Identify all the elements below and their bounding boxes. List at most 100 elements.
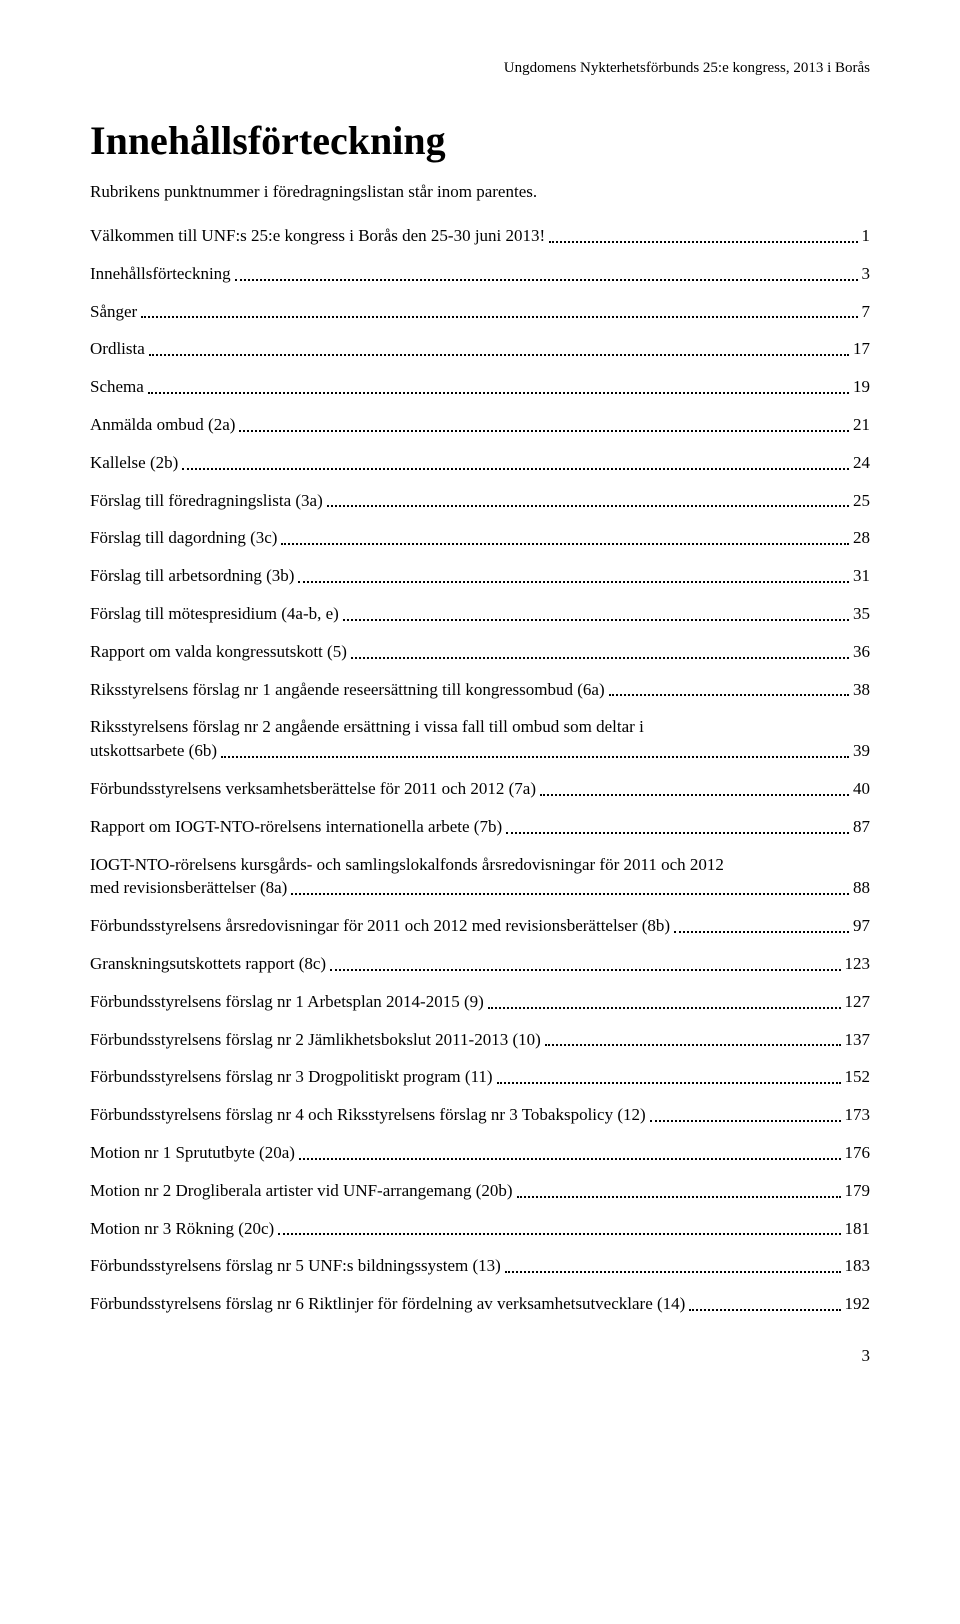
toc-entry: Förslag till dagordning (3c) 28: [90, 526, 870, 550]
toc-leader-dots: [497, 1082, 841, 1084]
toc-entry-text: Förbundsstyrelsens förslag nr 3 Drogpoli…: [90, 1065, 493, 1089]
toc-entry: Förbundsstyrelsens förslag nr 1 Arbetspl…: [90, 990, 870, 1014]
toc-entry-text: Motion nr 1 Sprututbyte (20a): [90, 1141, 295, 1165]
toc-entry-text: Schema: [90, 375, 144, 399]
toc-page-number: 38: [853, 678, 870, 702]
toc-entry-text: Rapport om IOGT-NTO-rörelsens internatio…: [90, 815, 502, 839]
toc-page-number: 88: [853, 876, 870, 900]
toc-entry-text: Sånger: [90, 300, 137, 324]
toc-page-number: 87: [853, 815, 870, 839]
toc-leader-dots: [239, 430, 849, 432]
toc-leader-dots: [517, 1196, 841, 1198]
toc-page-number: 31: [853, 564, 870, 588]
toc-entry-text: utskottsarbete (6b): [90, 739, 217, 763]
toc-page-number: 97: [853, 914, 870, 938]
toc-page-number: 179: [845, 1179, 871, 1203]
toc-leader-dots: [609, 694, 849, 696]
toc-entry: Förbundsstyrelsens förslag nr 6 Riktlinj…: [90, 1292, 870, 1316]
toc-entry: Förslag till mötespresidium (4a-b, e)35: [90, 602, 870, 626]
toc-entry: Granskningsutskottets rapport (8c) 123: [90, 952, 870, 976]
toc-entry: Anmälda ombud (2a) 21: [90, 413, 870, 437]
toc-leader-dots: [689, 1309, 840, 1311]
toc-entry: Rapport om valda kongressutskott (5)36: [90, 640, 870, 664]
toc-page-number: 19: [853, 375, 870, 399]
toc-entry-text: Förslag till dagordning (3c): [90, 526, 277, 550]
toc-leader-dots: [149, 354, 849, 356]
toc-leader-dots: [298, 581, 849, 583]
toc-entry-text: Granskningsutskottets rapport (8c): [90, 952, 326, 976]
toc-page-number: 3: [862, 262, 871, 286]
toc-leader-dots: [650, 1120, 841, 1122]
toc-leader-dots: [488, 1007, 841, 1009]
toc-entry: Förbundsstyrelsens förslag nr 4 och Riks…: [90, 1103, 870, 1127]
toc-page-number: 1: [862, 224, 871, 248]
toc-leader-dots: [299, 1158, 841, 1160]
toc-entry-text: Motion nr 2 Drogliberala artister vid UN…: [90, 1179, 513, 1203]
document-header: Ungdomens Nykterhetsförbunds 25:e kongre…: [90, 60, 870, 77]
toc-page-number: 28: [853, 526, 870, 550]
toc-leader-dots: [351, 657, 849, 659]
toc-entry: Förbundsstyrelsens förslag nr 2 Jämlikhe…: [90, 1028, 870, 1052]
toc-entry: IOGT-NTO-rörelsens kursgårds- och samlin…: [90, 853, 870, 901]
toc-entry-text: Förbundsstyrelsens förslag nr 1 Arbetspl…: [90, 990, 484, 1014]
toc-entry-text: Motion nr 3 Rökning (20c): [90, 1217, 274, 1241]
toc-leader-dots: [506, 832, 849, 834]
toc-entry: Motion nr 1 Sprututbyte (20a) 176: [90, 1141, 870, 1165]
toc-entry: Schema 19: [90, 375, 870, 399]
toc-leader-dots: [182, 468, 849, 470]
toc-entry: Motion nr 2 Drogliberala artister vid UN…: [90, 1179, 870, 1203]
toc-leader-dots: [148, 392, 849, 394]
toc-leader-dots: [291, 893, 849, 895]
toc-entry: Riksstyrelsens förslag nr 1 angående res…: [90, 678, 870, 702]
toc-leader-dots: [327, 505, 849, 507]
toc-entry-text: med revisionsberättelser (8a): [90, 876, 287, 900]
toc-page-number: 21: [853, 413, 870, 437]
toc-page-number: 39: [853, 739, 870, 763]
toc-entry: Förbundsstyrelsens verksamhetsberättelse…: [90, 777, 870, 801]
toc-entry: Förbundsstyrelsens årsredovisningar för …: [90, 914, 870, 938]
toc-entry-text: Förbundsstyrelsens förslag nr 2 Jämlikhe…: [90, 1028, 541, 1052]
toc-page-number: 123: [845, 952, 871, 976]
toc-page-number: 17: [853, 337, 870, 361]
toc-entry: Välkommen till UNF:s 25:e kongress i Bor…: [90, 224, 870, 248]
toc-page-number: 192: [845, 1292, 871, 1316]
intro-text: Rubrikens punktnummer i föredragningslis…: [90, 182, 870, 202]
toc-entry-text: Rapport om valda kongressutskott (5): [90, 640, 347, 664]
toc-entry-text: Anmälda ombud (2a): [90, 413, 235, 437]
toc-page-number: 176: [845, 1141, 871, 1165]
toc-entry-text: Förslag till föredragningslista (3a): [90, 489, 323, 513]
toc-leader-dots: [235, 279, 858, 281]
toc-entry-text: Innehållsförteckning: [90, 262, 231, 286]
toc-entry-text: Kallelse (2b): [90, 451, 178, 475]
toc-entry: Rapport om IOGT-NTO-rörelsens internatio…: [90, 815, 870, 839]
toc-page-number: 7: [862, 300, 871, 324]
toc-leader-dots: [505, 1271, 841, 1273]
toc-page-number: 40: [853, 777, 870, 801]
toc-page-number: 181: [845, 1217, 871, 1241]
toc-entry-text: Förbundsstyrelsens förslag nr 6 Riktlinj…: [90, 1292, 685, 1316]
toc-entry-text: Förslag till mötespresidium (4a-b, e): [90, 602, 339, 626]
toc-entry: Sånger 7: [90, 300, 870, 324]
toc-leader-dots: [221, 756, 849, 758]
toc-entry-line1: IOGT-NTO-rörelsens kursgårds- och samlin…: [90, 853, 870, 877]
toc-entry: Riksstyrelsens förslag nr 2 angående ers…: [90, 715, 870, 763]
toc-entry: Motion nr 3 Rökning (20c) 181: [90, 1217, 870, 1241]
toc-entry-text: Förbundsstyrelsens verksamhetsberättelse…: [90, 777, 536, 801]
toc-entry-text: Förbundsstyrelsens förslag nr 5 UNF:s bi…: [90, 1254, 501, 1278]
toc-entry: Ordlista17: [90, 337, 870, 361]
toc-entry-text: Förslag till arbetsordning (3b): [90, 564, 294, 588]
toc-leader-dots: [278, 1233, 840, 1235]
toc-leader-dots: [545, 1044, 841, 1046]
toc-leader-dots: [141, 316, 857, 318]
toc-leader-dots: [330, 969, 840, 971]
toc-leader-dots: [549, 241, 857, 243]
toc-entry-text: Riksstyrelsens förslag nr 1 angående res…: [90, 678, 605, 702]
toc-entry-text: Välkommen till UNF:s 25:e kongress i Bor…: [90, 224, 545, 248]
toc-page-number: 173: [845, 1103, 871, 1127]
page-number: 3: [90, 1346, 870, 1366]
toc-entry-text: Förbundsstyrelsens förslag nr 4 och Riks…: [90, 1103, 646, 1127]
toc-leader-dots: [281, 543, 849, 545]
toc-entry: Kallelse (2b)24: [90, 451, 870, 475]
page-title: Innehållsförteckning: [90, 117, 870, 164]
toc-entry-text: Förbundsstyrelsens årsredovisningar för …: [90, 914, 670, 938]
